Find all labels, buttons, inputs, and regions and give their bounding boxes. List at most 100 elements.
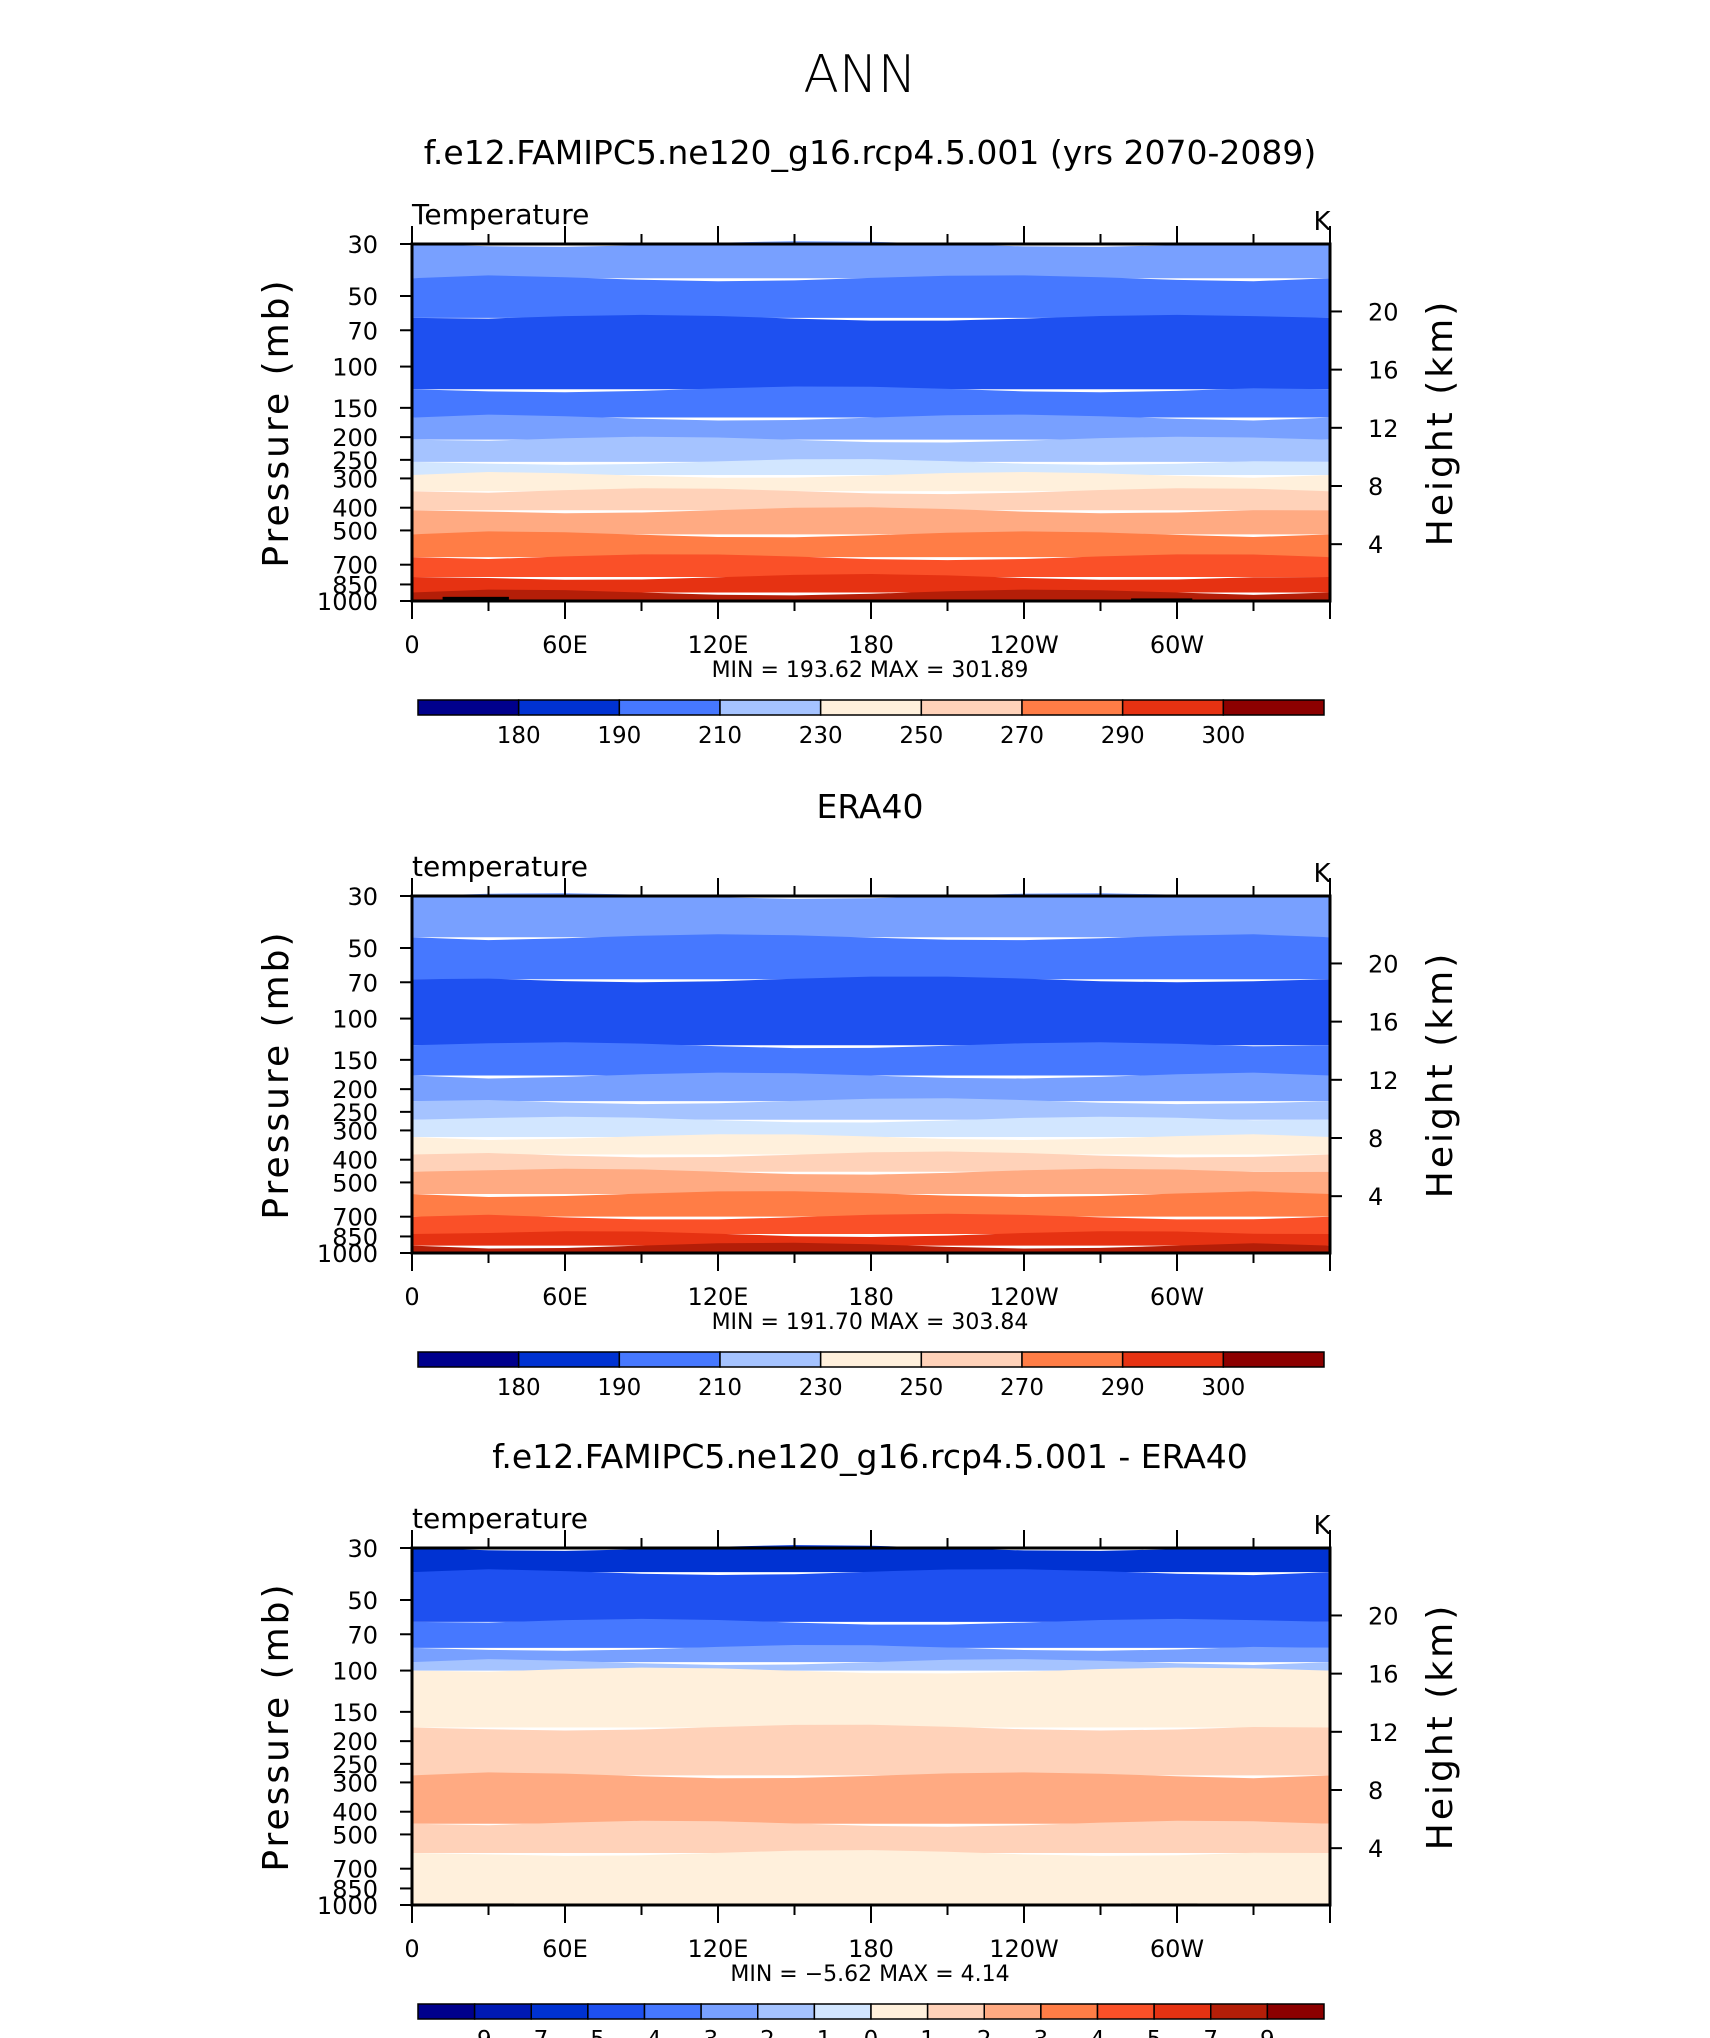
pressure-tick-label: 200	[332, 1728, 378, 1756]
pressure-tick-label: 300	[332, 465, 378, 493]
colorbar-swatch	[1266, 2003, 1325, 2020]
pressure-tick-label: 50	[347, 935, 378, 963]
contour-band	[412, 1134, 1330, 1155]
colorbar: −9 −7 −5 −4 −3 −2 −1 0 1 2 3 4 5 7 9	[417, 2003, 1325, 2038]
contour-band	[412, 1042, 1330, 1076]
colorbar-swatch	[417, 2003, 476, 2020]
pressure-tick-label: 250	[332, 1751, 378, 1779]
pressure-tick-label: 400	[332, 495, 378, 523]
colorbar-label: −3	[684, 2027, 718, 2038]
colorbar-label: 1	[920, 2027, 935, 2038]
lon-tick-label: 120E	[688, 1935, 749, 1963]
lon-tick-label: 180	[848, 1935, 894, 1963]
colorbar-label: 7	[1203, 2027, 1218, 2038]
lon-tick-label: 60W	[1150, 631, 1204, 659]
colorbar-swatch	[757, 2003, 816, 2020]
lon-tick-label: 0	[404, 1283, 419, 1311]
contour-band	[412, 1098, 1330, 1120]
contour-band	[412, 976, 1330, 1046]
lon-tick-label: 180	[848, 631, 894, 659]
colorbar-swatch	[813, 2003, 872, 2020]
contour-band	[412, 1645, 1330, 1663]
right-axis-title: Height (km)	[1420, 299, 1461, 546]
pressure-tick-label: 30	[347, 883, 378, 911]
contour-band	[412, 1168, 1330, 1194]
left-axis-title: Pressure (mb)	[256, 1581, 297, 1871]
height-tick-label: 4	[1368, 531, 1383, 559]
colorbar-label: 3	[1034, 2027, 1049, 2038]
contour-band	[412, 589, 1330, 601]
height-tick-label: 16	[1368, 1661, 1399, 1689]
right-axis-title: Height (km)	[1420, 1603, 1461, 1850]
height-tick-label: 8	[1368, 473, 1383, 501]
pressure-tick-label: 70	[347, 1621, 378, 1649]
height-tick-label: 8	[1368, 1125, 1383, 1153]
pressure-tick-label: 100	[332, 1658, 378, 1686]
left-axis-title: Pressure (mb)	[256, 277, 297, 567]
colorbar-label: 180	[497, 723, 541, 749]
topography-mask	[442, 596, 509, 601]
contour-band	[412, 436, 1330, 462]
colorbar-label: 5	[1147, 2027, 1162, 2038]
height-tick-label: 4	[1368, 1183, 1383, 1211]
figure-title: ANN	[803, 45, 916, 105]
pressure-tick-label: 500	[332, 517, 378, 545]
colorbar-swatch	[920, 699, 1023, 716]
lon-tick-label: 60W	[1150, 1935, 1204, 1963]
colorbar-label: 230	[799, 1375, 843, 1401]
pressure-tick-label: 700	[332, 552, 378, 580]
pressure-tick-label: 500	[332, 1169, 378, 1197]
contour-band	[412, 1242, 1330, 1253]
pressure-tick-label: 100	[332, 354, 378, 382]
lon-tick-label: 180	[848, 1283, 894, 1311]
colorbar-swatch	[1021, 1351, 1124, 1368]
units-label: K	[1313, 859, 1331, 889]
pressure-tick-label: 250	[332, 447, 378, 475]
pressure-tick-label: 300	[332, 1769, 378, 1797]
colorbar-label: 230	[799, 723, 843, 749]
colorbar-label: −9	[458, 2027, 492, 2038]
colorbar-swatch	[1096, 2003, 1155, 2020]
height-tick-label: 16	[1368, 1009, 1399, 1037]
contour-band	[412, 1545, 1330, 1573]
colorbar-swatch	[417, 1351, 520, 1368]
lon-tick-label: 120E	[688, 631, 749, 659]
contour-band	[412, 1116, 1330, 1137]
contour-band	[412, 275, 1330, 318]
colorbar-swatch	[1210, 2003, 1269, 2020]
contour-bands	[412, 241, 1330, 601]
colorbar-swatch	[517, 699, 621, 716]
height-tick-label: 12	[1368, 415, 1399, 443]
colorbar-swatch	[618, 1351, 721, 1368]
contour-band	[412, 1772, 1330, 1824]
contour-band	[412, 314, 1330, 390]
lon-tick-label: 60E	[542, 1283, 588, 1311]
contour-band	[412, 1667, 1330, 1728]
min-max-text: MIN = −5.62 MAX = 4.14	[730, 1962, 1009, 1987]
contour-band	[412, 574, 1330, 593]
contour-band	[412, 1724, 1330, 1776]
colorbar-swatch	[1121, 1351, 1225, 1368]
panel-title: f.e12.FAMIPC5.ne120_g16.rcp4.5.001 - ERA…	[492, 1437, 1248, 1476]
height-tick-label: 12	[1368, 1067, 1399, 1095]
colorbar-swatch	[719, 699, 822, 716]
contour-band	[412, 472, 1330, 492]
pressure-tick-label: 150	[332, 1047, 378, 1075]
pressure-tick-label: 50	[347, 283, 378, 311]
pressure-tick-label: 1000	[317, 1240, 378, 1268]
height-tick-label: 4	[1368, 1835, 1383, 1863]
contour-band	[412, 1213, 1330, 1235]
pressure-tick-label: 200	[332, 424, 378, 452]
pressure-tick-label: 300	[332, 1117, 378, 1145]
pressure-tick-label: 70	[347, 317, 378, 345]
colorbar-swatch	[1121, 699, 1225, 716]
variable-label: Temperature	[411, 198, 589, 231]
colorbar-label: 300	[1201, 1375, 1245, 1401]
pressure-tick-label: 1000	[317, 1892, 378, 1920]
contour-band	[412, 1151, 1330, 1172]
contour-band	[412, 554, 1330, 578]
colorbar-label: −5	[571, 2027, 605, 2038]
pressure-tick-label: 200	[332, 1076, 378, 1104]
contour-band	[412, 1231, 1330, 1246]
